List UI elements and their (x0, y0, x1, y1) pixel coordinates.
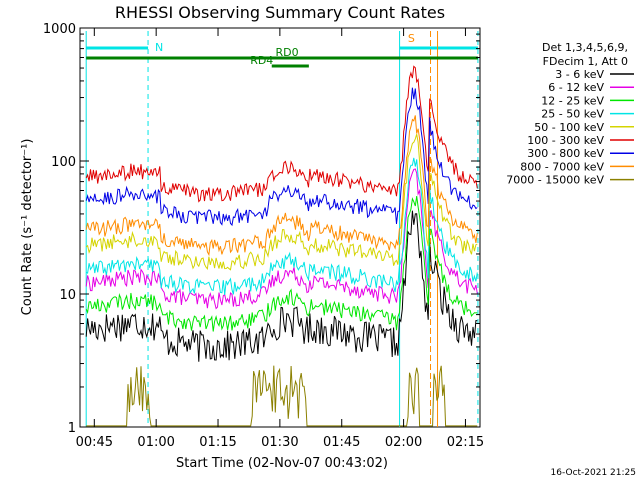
legend-header-line: FDecim 1, Att 0 (543, 55, 628, 68)
decimation-label-rd4: RD4 (250, 54, 273, 67)
x-tick-label: 01:00 (137, 435, 174, 450)
series-layer (85, 65, 478, 427)
x-tick-label: 01:30 (261, 435, 298, 450)
legend-entry-label: 12 - 25 keV (541, 94, 604, 107)
legend-header-line: Det 1,3,4,5,6,9, (542, 41, 628, 54)
x-axis-label: Start Time (02-Nov-07 00:43:02) (176, 456, 388, 471)
legend-entry-label: 25 - 50 keV (541, 108, 604, 121)
decimation-label-rd0: RD0 (275, 46, 298, 59)
x-tick-label: 02:15 (447, 435, 484, 450)
legend-entry-label: 100 - 300 keV (527, 134, 604, 147)
chart-title: RHESSI Observing Summary Count Rates (115, 3, 445, 22)
x-tick-label: 02:00 (385, 435, 422, 450)
series-line-0 (85, 210, 478, 362)
y-axis-label: Count Rate (s⁻¹ detector⁻¹) (20, 139, 35, 316)
series-line-5 (85, 65, 478, 203)
legend: Det 1,3,4,5,6,9,FDecim 1, Att 03 - 6 keV… (506, 41, 634, 187)
night-label: N (155, 41, 163, 54)
y-tick-label: 100 (51, 155, 76, 170)
x-tick-label: 01:15 (199, 435, 236, 450)
series-line-4 (85, 134, 478, 271)
series-line-6 (85, 87, 478, 227)
legend-entry-label: 7000 - 15000 keV (506, 174, 604, 187)
axes-layer: 00:45 01:00 01:15 01:30 01:45 02:00 02:15 1 10 10… (43, 22, 484, 450)
x-tick-label: 01:45 (323, 435, 360, 450)
legend-entry-label: 3 - 6 keV (555, 68, 604, 81)
series-line-1 (85, 168, 478, 310)
y-tick-label: 1 (68, 421, 76, 436)
y-tick-label: 1000 (43, 22, 76, 37)
legend-entry-label: 50 - 100 keV (534, 121, 604, 134)
series-line-2 (85, 196, 478, 332)
series-line-8 (86, 365, 478, 427)
timestamp: 16-Oct-2021 21:25 (551, 468, 636, 478)
legend-entry-label: 300 - 800 keV (527, 147, 604, 160)
y-tick-label: 10 (59, 288, 76, 303)
x-tick-label: 00:45 (76, 435, 113, 450)
series-line-7 (85, 115, 478, 257)
legend-entry-label: 800 - 7000 keV (520, 160, 604, 173)
series-line-3 (85, 157, 478, 296)
saa-label: S (408, 32, 415, 45)
legend-entry-label: 6 - 12 keV (548, 81, 604, 94)
